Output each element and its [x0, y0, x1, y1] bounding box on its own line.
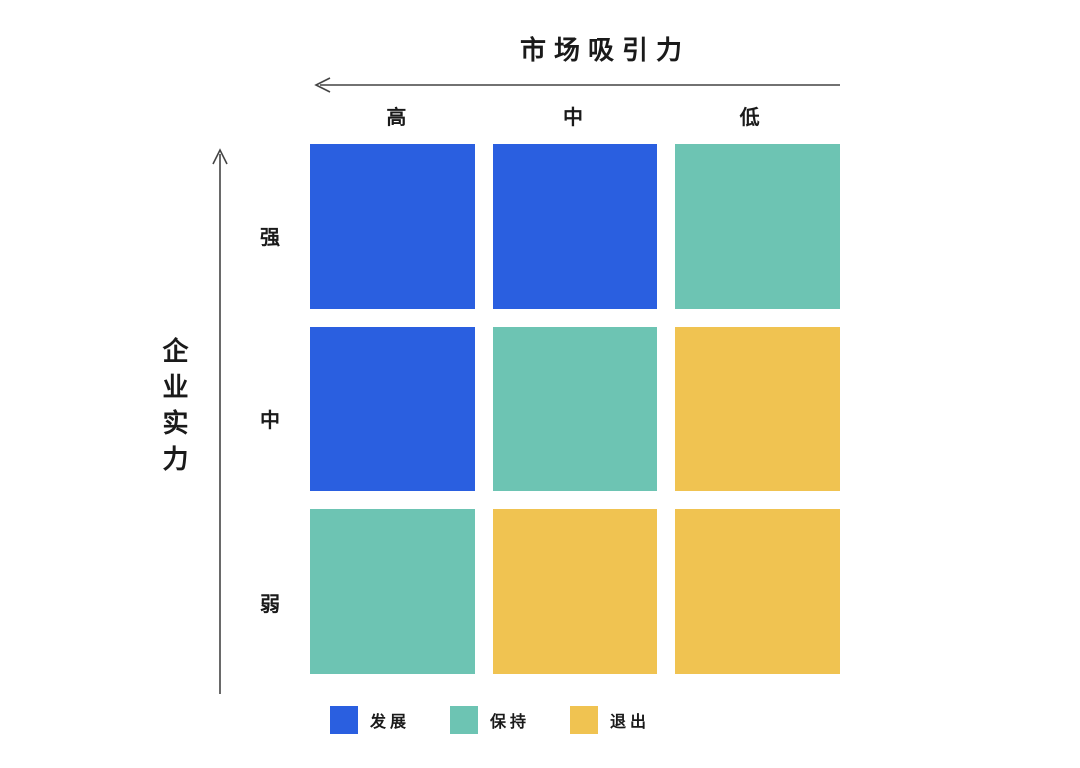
- row-headers: 强 中 弱: [240, 144, 300, 694]
- column-headers: 高 中 低: [310, 101, 840, 130]
- cell-2-1: [493, 509, 658, 674]
- matrix-grid: [310, 144, 840, 674]
- col-header-low: 低: [663, 101, 840, 130]
- main-area: 企业实力 强 中 弱: [180, 144, 900, 674]
- matrix-container: 市场吸引力 高 中 低 企业实力 强 中 弱: [180, 30, 900, 734]
- row-header-mid: 中: [240, 327, 300, 510]
- cell-0-1: [493, 144, 658, 309]
- legend-label-exit: 退出: [610, 708, 650, 732]
- legend-label-maintain: 保持: [490, 708, 530, 732]
- left-axis-title: 企业实力: [156, 337, 193, 481]
- legend-swatch-develop: [330, 706, 358, 734]
- left-axis-arrow: [210, 144, 230, 694]
- legend-swatch-exit: [570, 706, 598, 734]
- legend-item-exit: 退出: [570, 706, 650, 734]
- cell-1-1: [493, 327, 658, 492]
- cell-0-2: [675, 144, 840, 309]
- cell-1-0: [310, 327, 475, 492]
- cell-0-0: [310, 144, 475, 309]
- cell-1-2: [675, 327, 840, 492]
- cell-2-2: [675, 509, 840, 674]
- legend-swatch-maintain: [450, 706, 478, 734]
- legend: 发展 保持 退出: [330, 706, 900, 734]
- col-header-mid: 中: [487, 101, 664, 130]
- legend-label-develop: 发展: [370, 708, 410, 732]
- row-header-strong: 强: [240, 144, 300, 327]
- cell-2-0: [310, 509, 475, 674]
- top-axis-arrow: [310, 75, 840, 95]
- left-axis-title-wrap: 企业实力: [156, 144, 193, 674]
- legend-item-maintain: 保持: [450, 706, 530, 734]
- row-header-weak: 弱: [240, 511, 300, 694]
- col-header-high: 高: [310, 101, 487, 130]
- legend-item-develop: 发展: [330, 706, 410, 734]
- top-axis-title: 市场吸引力: [310, 30, 900, 67]
